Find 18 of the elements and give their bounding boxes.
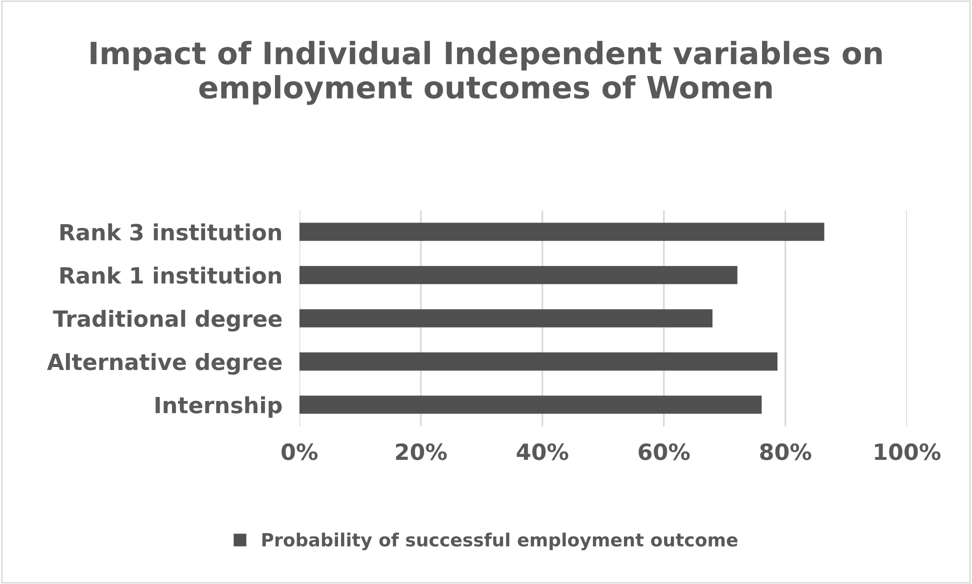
x-tick-label: 80% [760,443,812,460]
y-tick-label: Traditional degree [52,310,282,332]
bar [299,309,712,328]
bar [299,222,824,241]
x-tick-label: 0% [282,443,318,460]
legend-label: Probability of successful employment outcome [262,532,738,550]
bar [299,266,738,284]
bar [299,396,762,414]
bar [299,352,778,371]
x-tick-label: 100% [875,443,940,460]
x-tick-label: 60% [638,443,690,460]
x-tick-label: 40% [516,443,568,460]
y-tick-label: Rank 3 institution [60,223,281,241]
y-tick-label: Internship [156,396,282,418]
y-tick-label: Alternative degree [47,353,282,375]
chart-title: Impact of Individual Independent variables on employment outcomes of Women [90,40,882,105]
x-tick-label: 20% [396,443,447,460]
y-tick-label: Rank 1 institution [60,266,281,284]
